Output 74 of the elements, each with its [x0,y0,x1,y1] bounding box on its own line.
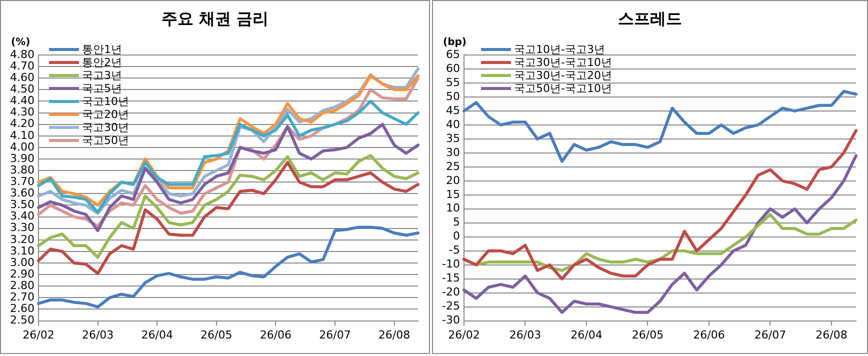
y-tick-label: 4.10 [10,128,34,142]
y-tick-label: 50 [446,90,460,103]
chart-title: 스프레드 [617,9,683,30]
y-axis-title: (bp) [443,37,466,48]
y-tick-label: 4.30 [10,106,34,119]
legend-label: 통안2년 [82,56,122,69]
y-tick-label: 2.60 [10,302,34,316]
legend-label: 국고50년 [82,134,129,147]
y-tick-label: 4.80 [10,48,34,61]
y-tick-label: 4.60 [10,70,34,84]
legend-label: 국고10년 [82,95,129,108]
y-tick-label: 4.40 [10,94,34,108]
y-tick-label: -20 [442,286,460,299]
y-tick-label: -15 [442,272,460,285]
x-tick-label: 26/04 [570,328,602,342]
legend-label: 국고30년 [82,121,129,134]
x-tick-label: 26/03 [82,328,114,342]
legend-label: 국고30년-국고20년 [514,69,612,82]
y-tick-label: 45 [446,104,460,117]
y-tick-label: 15 [446,188,460,201]
y-tick-label: -25 [442,300,460,313]
x-tick-label: 26/08 [378,328,410,342]
legend-label: 국고5년 [82,82,122,95]
y-tick-label: 4.50 [10,82,34,96]
y-tick-label: 40 [446,118,460,131]
x-tick-label: 26/04 [141,328,173,342]
y-tick-label: 3.90 [10,152,34,165]
y-tick-label: 4.70 [10,59,34,72]
y-tick-label: 60 [446,62,460,75]
x-tick-label: 26/02 [22,328,54,342]
y-tick-label: 3.30 [10,221,34,234]
x-tick-label: 26/07 [754,328,786,342]
y-axis-title: (%) [11,37,30,48]
y-tick-label: 0 [452,230,460,243]
legend-label: 국고10년-국고3년 [514,43,605,56]
x-tick-label: 26/02 [448,328,480,342]
y-tick-label: 4.00 [10,140,34,154]
x-tick-label: 26/05 [632,328,664,342]
y-tick-label: 65 [446,48,460,61]
y-tick-label: 20 [446,174,460,187]
legend-label: 국고50년-국고10년 [514,82,612,95]
legend-label: 국고3년 [82,69,122,82]
x-tick-label: 26/03 [509,328,542,342]
y-tick-label: 3.40 [10,210,34,223]
legend-label: 통안1년 [82,43,122,56]
legend-label: 국고20년 [82,108,129,121]
y-tick-label: 3.10 [10,244,34,258]
y-tick-label: 2.90 [10,267,34,280]
x-tick-label: 26/08 [816,328,848,342]
y-tick-label: 25 [446,160,460,173]
x-tick-label: 26/05 [200,328,232,342]
y-tick-label: 3.60 [10,186,34,200]
y-tick-label: 5 [452,216,460,229]
y-tick-label: 3.00 [10,256,34,269]
x-tick-label: 26/06 [260,328,292,342]
y-tick-label: 2.80 [10,278,34,292]
y-tick-label: -10 [442,258,460,271]
x-tick-label: 26/06 [693,328,725,342]
y-tick-label: 10 [446,202,460,215]
y-tick-label: 35 [446,132,460,145]
y-tick-label: 2.50 [10,314,34,327]
y-tick-label: 30 [446,146,460,159]
legend-label: 국고30년-국고10년 [514,56,612,69]
y-tick-label: 2.70 [10,290,34,304]
y-tick-label: 3.20 [10,232,34,246]
x-tick-label: 26/07 [319,328,351,342]
y-tick-label: 55 [446,76,460,89]
chart-title: 주요 채권 금리 [160,9,270,30]
y-tick-label: 4.20 [10,117,34,130]
y-tick-label: 3.70 [10,174,34,188]
y-tick-label: 3.80 [10,163,34,176]
y-tick-label: 3.50 [10,198,34,212]
y-tick-label: -30 [442,314,460,327]
y-tick-label: -5 [449,244,460,257]
